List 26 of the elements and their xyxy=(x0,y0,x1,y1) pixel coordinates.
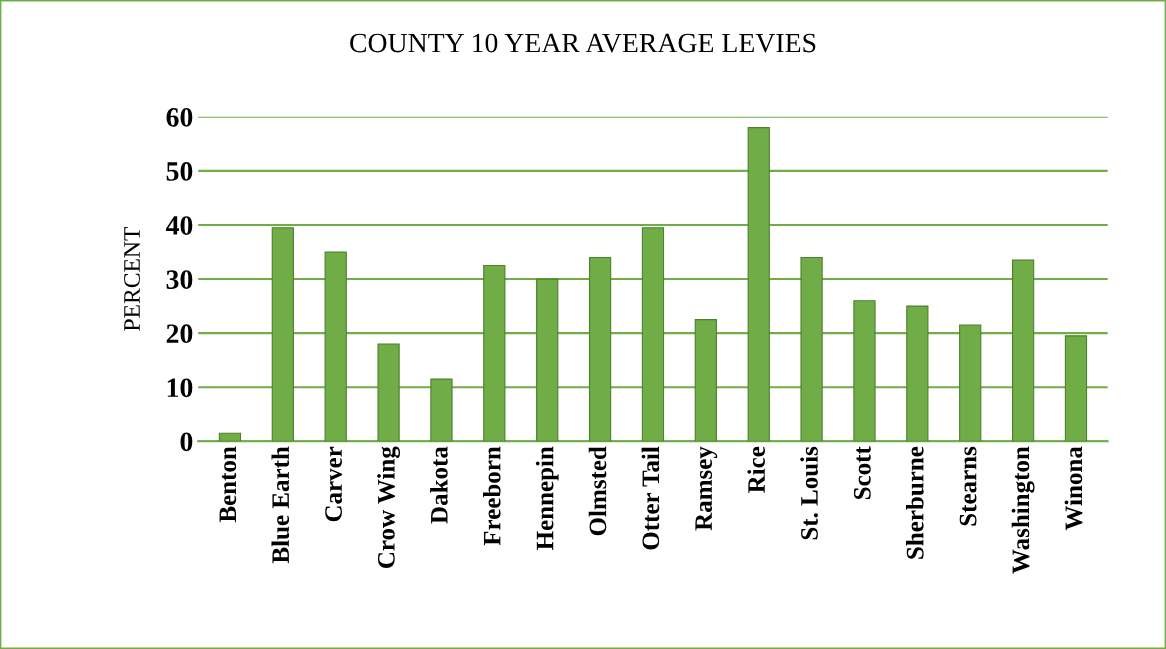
x-tick-label: Washington xyxy=(1011,446,1035,574)
y-tick-label: 60 xyxy=(166,107,193,127)
y-tick-label: 40 xyxy=(165,216,193,235)
x-tick-label: Sherburne xyxy=(906,446,924,559)
x-tick-label: Otter Tail xyxy=(641,446,660,550)
x-tick-label: Blue Earth xyxy=(271,446,290,564)
x-tick-label: Freeborn xyxy=(482,446,501,546)
x-tick-label: Hennepin xyxy=(535,446,559,550)
y-tick-label: 30 xyxy=(166,270,193,289)
y-tick-label: 50 xyxy=(166,162,193,181)
y-tick-label: 20 xyxy=(166,324,193,344)
y-tick-label: 10 xyxy=(167,378,193,398)
x-tick-label: Rice xyxy=(747,446,765,493)
x-tick-label: Stearns xyxy=(959,446,977,526)
x-tick-label: Ramsey xyxy=(695,446,718,531)
x-tick-label: Scott xyxy=(853,446,871,499)
x-tick-label: Crow Wing xyxy=(377,446,401,568)
x-tick-label: Winona xyxy=(1064,446,1083,531)
y-tick-label: 0 xyxy=(180,432,193,452)
x-tick-label: Olmsted xyxy=(588,446,607,536)
chart-title: COUNTY 10 YEAR AVERAGE LEVIES xyxy=(350,33,816,53)
x-tick-label: Carver xyxy=(325,446,342,522)
x-tick-label: Dakota xyxy=(430,446,448,524)
x-tick-label: St. Louis xyxy=(800,446,818,540)
y-axis-title: PERCENT xyxy=(124,226,140,331)
x-tick-label: Benton xyxy=(219,446,237,523)
